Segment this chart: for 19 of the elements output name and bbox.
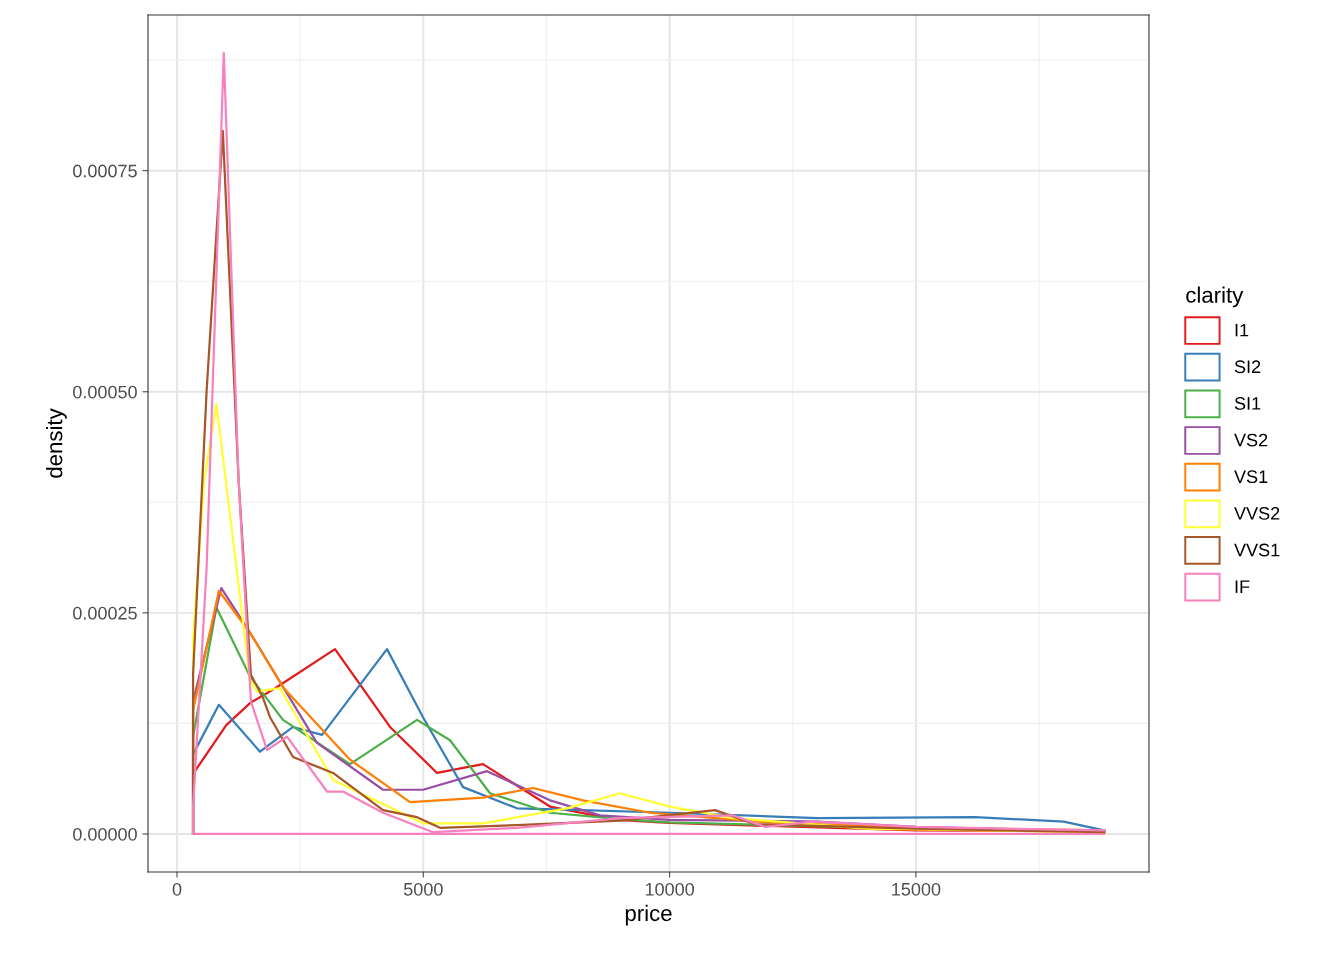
x-tick-label: 10000 [645,882,695,896]
y-tick-label: 0.00000 [73,827,137,841]
x-tick-label: 0 [172,882,182,896]
x-tick-label: 15000 [892,882,941,896]
legend-label: VS1 [1234,470,1268,484]
legend-label: VVS1 [1234,543,1280,557]
legend-label: VVS2 [1234,506,1280,520]
legend-label: IF [1235,580,1250,593]
x-axis-title: price [625,904,672,926]
legend-label: I1 [1235,323,1249,337]
x-tick-label: 5000 [403,882,443,896]
y-tick-label: 0.00050 [73,385,137,399]
legend-label: VS2 [1234,433,1268,447]
y-axis-title: density [46,408,67,478]
legend-title: clarity [1186,286,1244,308]
y-tick-label: 0.00025 [73,606,137,620]
y-tick-label: 0.00075 [73,164,137,178]
legend-label: SI1 [1234,397,1261,410]
legend-label: SI2 [1234,360,1261,374]
